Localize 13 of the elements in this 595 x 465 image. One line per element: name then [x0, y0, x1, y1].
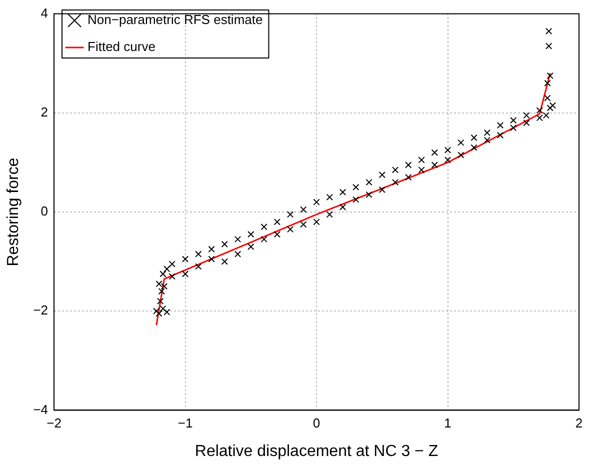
x-axis-title: Relative displacement at NC 3 − Z [194, 442, 438, 460]
x-tick-label: 1 [444, 416, 452, 431]
x-tick-label: 2 [575, 416, 583, 431]
y-tick-label: 2 [40, 104, 48, 120]
y-axis-title: Restoring force [5, 158, 22, 266]
y-tick-label: 4 [40, 5, 48, 20]
x-tick-label: −1 [178, 416, 193, 431]
y-tick-label: −2 [33, 302, 48, 318]
legend-label: Fitted curve [88, 39, 156, 54]
x-tick-label: 0 [312, 416, 320, 431]
y-tick-label: 0 [40, 204, 48, 219]
y-tick-label: −4 [33, 402, 48, 417]
legend-label: Non−parametric RFS estimate [88, 12, 263, 28]
